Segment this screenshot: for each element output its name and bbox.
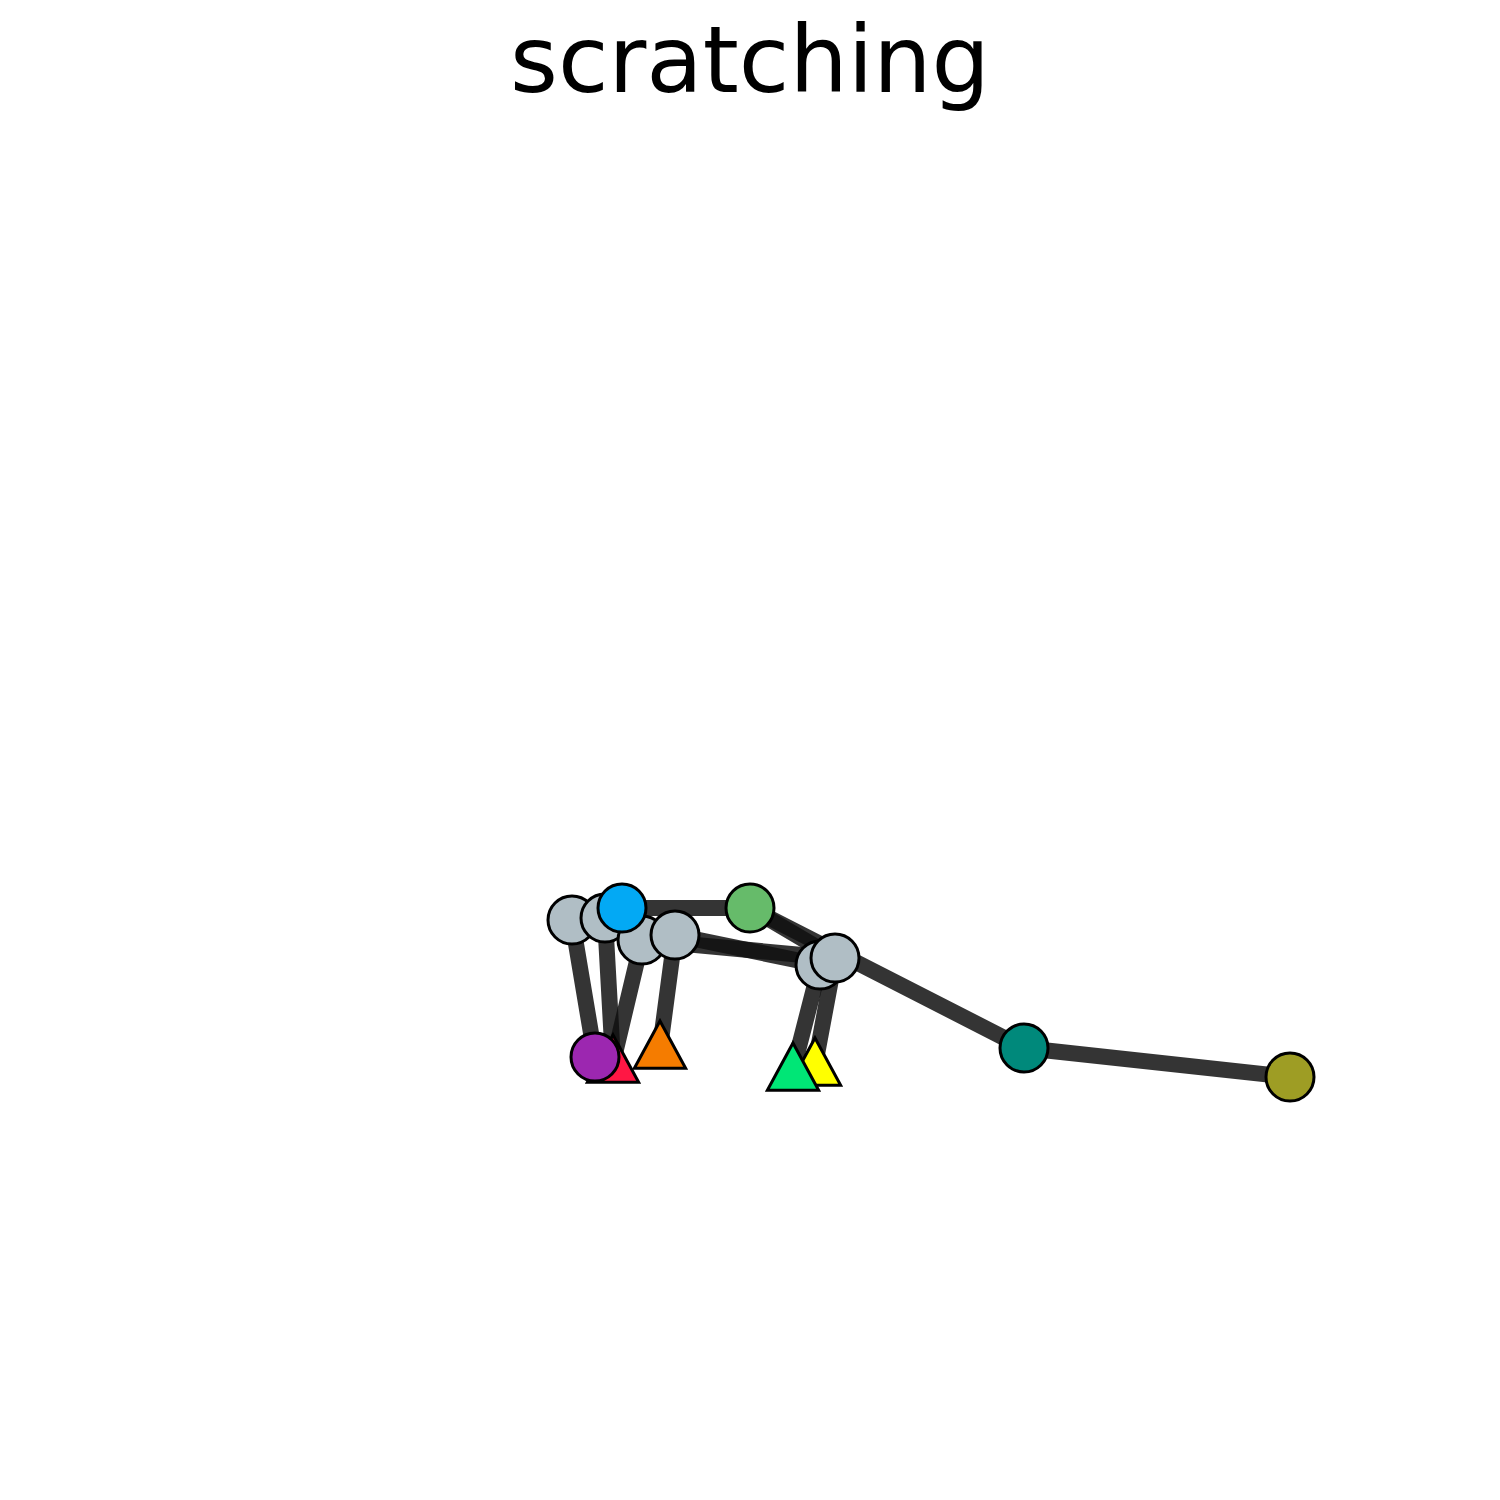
keypoint [811, 934, 859, 982]
bone [750, 908, 1024, 1048]
keypoint [1000, 1024, 1048, 1072]
pose-figure: scratching [0, 0, 1500, 1500]
keypoint [651, 911, 699, 959]
keypoint [598, 884, 646, 932]
keypoint [1266, 1053, 1314, 1101]
plot-area [548, 884, 1314, 1101]
title: scratching [510, 7, 990, 114]
keypoint [634, 1021, 685, 1068]
keypoint [767, 1043, 818, 1090]
keypoint [571, 1033, 619, 1081]
bone [1024, 1048, 1290, 1077]
keypoint [726, 884, 774, 932]
